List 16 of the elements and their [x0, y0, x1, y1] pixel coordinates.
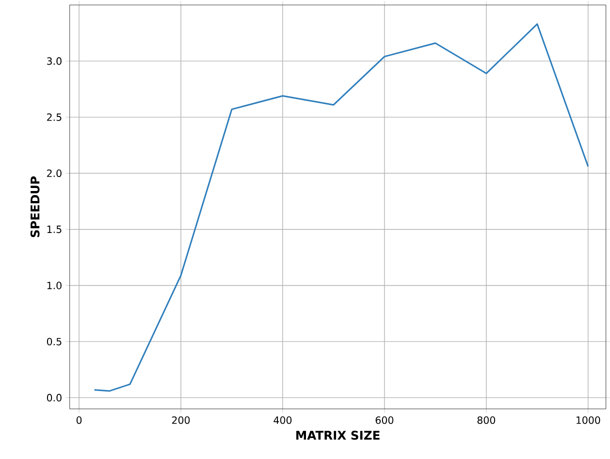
y-axis-title: SPEEDUP: [30, 176, 40, 238]
y-tick-label: 2.0: [47, 170, 62, 178]
x-tick-label: 200: [172, 416, 190, 424]
y-tick-label: 0.5: [46, 338, 62, 346]
y-tick-label: 0.0: [46, 394, 62, 402]
line-series: [94, 23, 589, 392]
x-tick-label: 400: [274, 416, 292, 424]
y-tick-label: 1.5: [47, 226, 62, 234]
x-tick-label: 0: [76, 416, 82, 424]
x-tick-label: 800: [477, 416, 496, 424]
y-tick-label: 2.5: [47, 114, 62, 122]
y-tick-label: 3.0: [47, 57, 62, 66]
x-tick-label: 600: [376, 416, 394, 424]
y-tick-label: 1.0: [47, 282, 62, 290]
x-axis-title: MATRIX SIZE: [296, 430, 380, 440]
x-tick-label: 1000: [576, 416, 600, 424]
